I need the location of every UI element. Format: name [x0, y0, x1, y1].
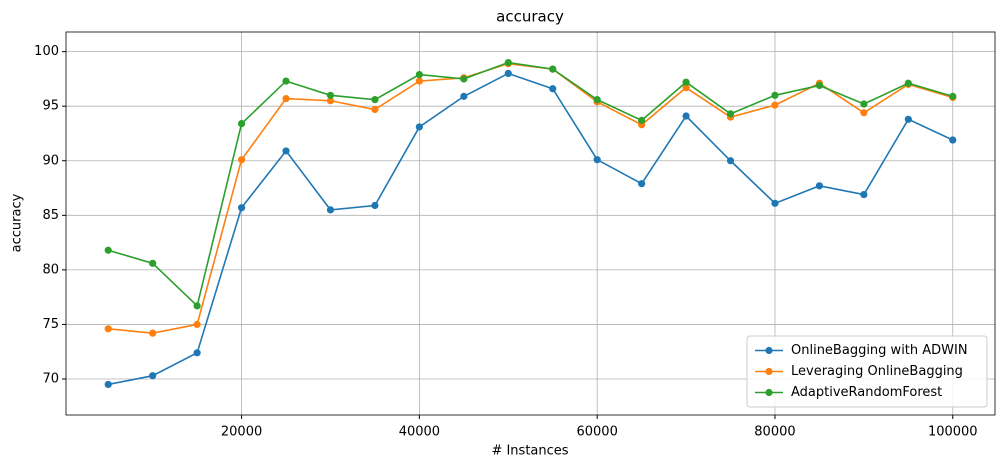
point	[771, 101, 779, 109]
chart-title: accuracy	[496, 8, 564, 26]
point	[237, 156, 246, 164]
point	[415, 70, 423, 79]
plot-frame	[65, 31, 996, 416]
point	[593, 156, 601, 164]
point	[860, 100, 868, 108]
point	[549, 85, 557, 93]
legend-marker	[765, 388, 773, 397]
point	[282, 147, 290, 155]
point	[415, 123, 423, 131]
point	[682, 84, 690, 92]
point	[504, 58, 512, 67]
point	[149, 372, 157, 380]
legend-marker	[765, 346, 773, 355]
x-axis-label: # Instances	[491, 444, 568, 459]
series-line	[108, 61, 953, 308]
point	[149, 259, 157, 267]
point	[415, 77, 423, 85]
point	[193, 320, 201, 329]
point	[282, 94, 290, 103]
legend-label: OnlineBagging with ADWIN	[791, 343, 968, 358]
legend-marker	[765, 367, 773, 376]
x-tick-label: 80000	[754, 425, 795, 440]
y-tick-label: 90	[42, 153, 59, 168]
point	[104, 246, 112, 254]
point	[549, 65, 557, 73]
point	[193, 302, 201, 310]
point	[104, 380, 112, 389]
y-tick-label: 75	[42, 317, 59, 332]
point	[904, 79, 912, 87]
point	[815, 182, 824, 190]
series-line	[108, 62, 953, 334]
y-tick-label: 95	[42, 99, 59, 114]
y-tick-label: 100	[34, 44, 59, 59]
legend-label: Leveraging OnlineBagging	[791, 364, 963, 379]
point	[282, 77, 290, 85]
x-tick-label: 20000	[221, 425, 262, 440]
point	[860, 190, 868, 199]
point	[193, 349, 201, 357]
point	[460, 92, 468, 100]
y-tick-label: 85	[42, 208, 59, 223]
point	[949, 136, 957, 144]
series-line	[108, 72, 954, 386]
point	[682, 78, 690, 86]
x-tick-label: 40000	[399, 425, 440, 440]
point	[682, 112, 690, 120]
point	[504, 69, 512, 78]
point	[771, 91, 779, 99]
point	[237, 204, 246, 212]
point	[371, 201, 379, 210]
legend-box	[746, 335, 988, 408]
x-tick-label: 60000	[576, 425, 617, 440]
point	[593, 96, 601, 104]
point	[638, 116, 646, 124]
y-axis-label: accuracy	[10, 193, 25, 252]
point	[771, 199, 779, 207]
x-tick-label: 100000	[928, 425, 978, 440]
point	[371, 105, 379, 114]
y-tick-label: 70	[42, 371, 59, 386]
legend-label: AdaptiveRandomForest	[791, 385, 942, 400]
point	[326, 206, 335, 214]
point	[104, 325, 112, 333]
point	[815, 81, 824, 90]
point	[726, 110, 735, 118]
point	[904, 115, 912, 123]
point	[371, 96, 379, 104]
y-tick-label: 80	[42, 262, 59, 277]
point	[326, 97, 335, 105]
point	[460, 75, 468, 83]
point	[237, 120, 246, 128]
point	[726, 157, 735, 165]
point	[949, 92, 957, 100]
point	[149, 329, 157, 337]
point	[860, 109, 868, 117]
point	[638, 180, 646, 188]
point	[326, 91, 335, 99]
